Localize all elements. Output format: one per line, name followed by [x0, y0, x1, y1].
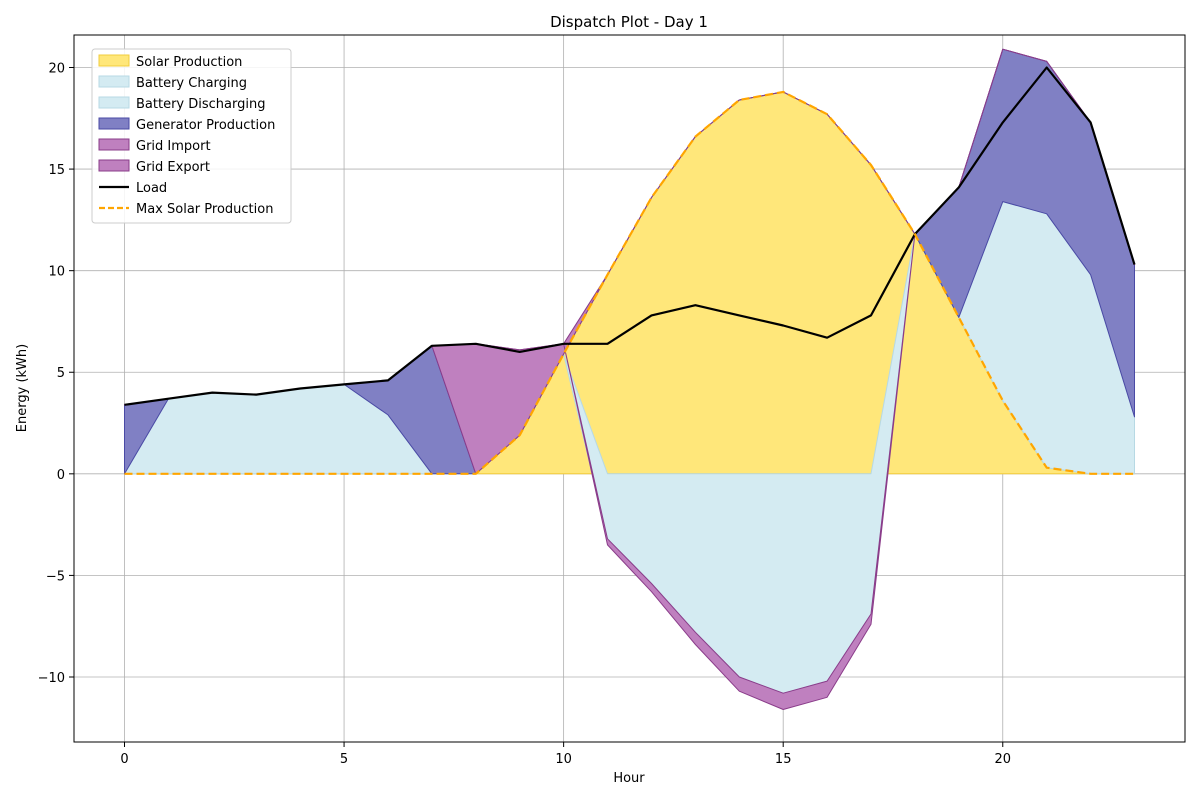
legend-swatch: [98, 54, 130, 67]
y-tick-label: −5: [46, 569, 65, 584]
x-tick-label: 0: [120, 752, 128, 767]
y-tick-label: 0: [57, 468, 65, 483]
legend-item-battery-charging: Battery Charging: [98, 75, 247, 91]
legend-label: Battery Charging: [136, 76, 247, 91]
x-tick-label: 10: [555, 752, 572, 767]
y-axis: −10 −5 0 5 10 15 20: [38, 62, 74, 686]
legend-item-generator-production: Generator Production: [98, 117, 275, 133]
legend-label: Grid Import: [136, 139, 211, 154]
legend-label: Generator Production: [136, 118, 275, 133]
legend-swatch: [98, 75, 130, 88]
legend-swatch: [98, 96, 130, 109]
legend-item-load: Load: [99, 181, 167, 196]
y-tick-label: 5: [57, 366, 65, 381]
legend-box: [91, 48, 292, 224]
legend-label: Solar Production: [136, 55, 242, 70]
x-tick-label: 15: [775, 752, 792, 767]
legend-item-grid-export: Grid Export: [98, 159, 210, 175]
legend-item-grid-import: Grid Import: [98, 138, 211, 154]
legend-item-max-solar-production: Max Solar Production: [99, 202, 273, 217]
y-tick-label: 20: [48, 62, 65, 77]
legend-item-solar-production: Solar Production: [98, 54, 242, 70]
x-tick-label: 5: [340, 752, 348, 767]
legend-swatch: [98, 138, 130, 151]
legend-item-battery-discharging: Battery Discharging: [98, 96, 265, 112]
x-tick-label: 20: [994, 752, 1011, 767]
y-tick-label: −10: [38, 671, 65, 686]
x-axis: 0 5 10 15 20: [120, 742, 1011, 767]
line-layer: [124, 66, 1136, 475]
plot-frame: [73, 34, 1186, 743]
y-tick-label: 10: [48, 265, 65, 280]
legend: Solar Production Battery Charging Battery …: [91, 48, 292, 224]
legend-label: Max Solar Production: [136, 202, 273, 217]
y-tick-label: 15: [48, 163, 65, 178]
line-max-solar-production: [124, 90, 1135, 475]
legend-swatch: [98, 117, 130, 130]
legend-label: Load: [136, 181, 167, 196]
legend-label: Grid Export: [136, 160, 210, 175]
legend-label: Battery Discharging: [136, 97, 265, 112]
chart-title: Dispatch Plot - Day 1: [550, 13, 708, 31]
legend-swatch: [98, 159, 130, 172]
line-load: [124, 66, 1136, 406]
y-axis-title: Energy (kWh): [15, 344, 30, 432]
x-axis-title: Hour: [613, 771, 645, 786]
